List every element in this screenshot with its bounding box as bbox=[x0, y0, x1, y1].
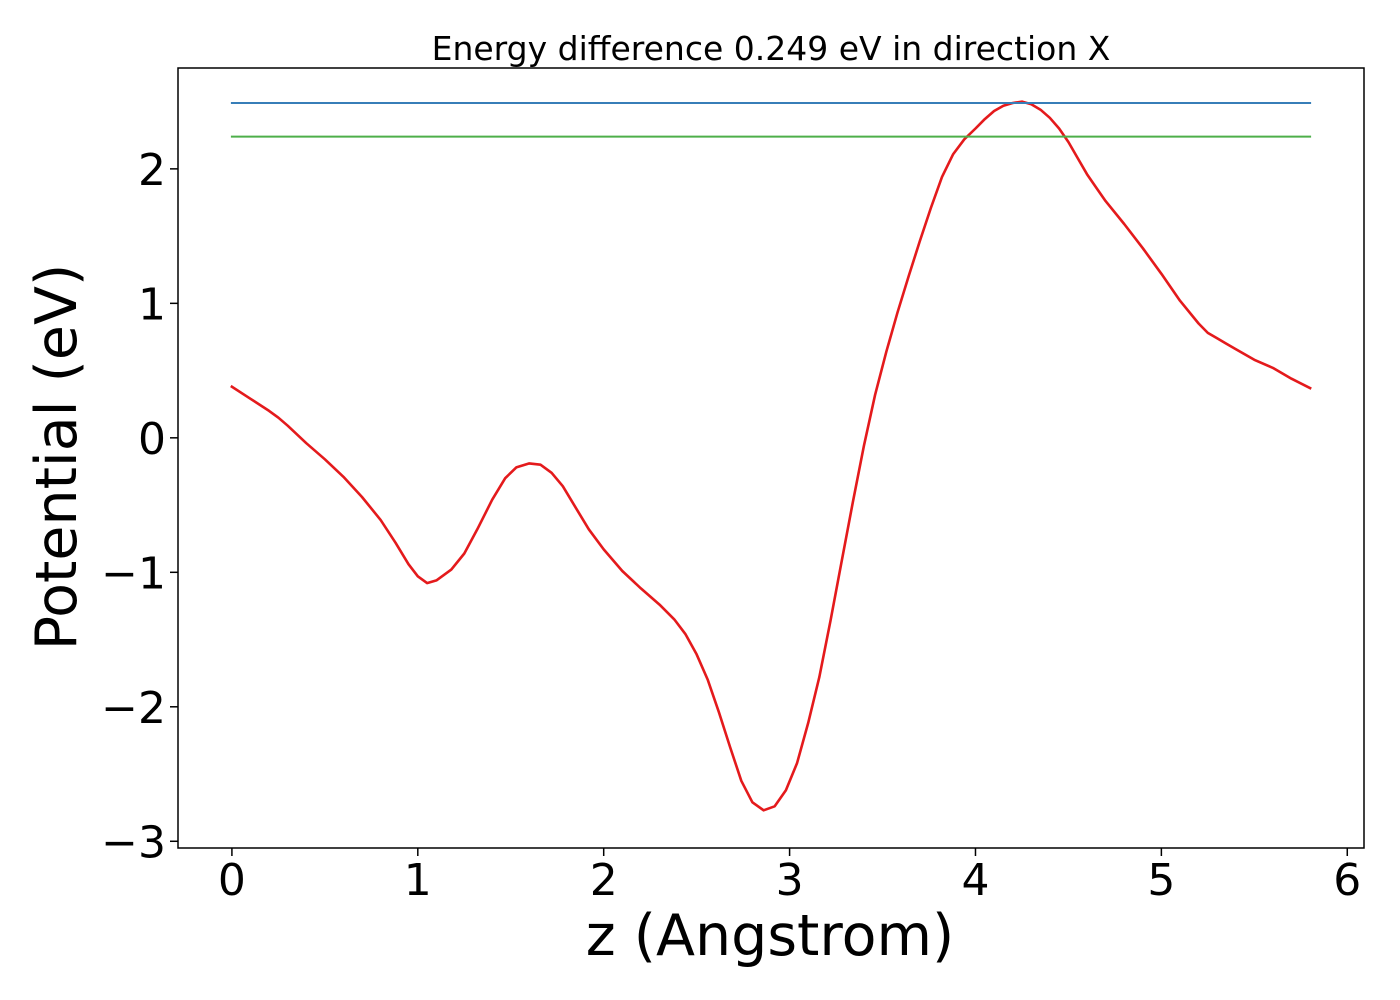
series-layer bbox=[230, 100, 1312, 812]
x-tick-label: 4 bbox=[961, 855, 989, 906]
x-tick-label: 0 bbox=[218, 855, 246, 906]
x-tick-label: 2 bbox=[590, 855, 618, 906]
x-tick-label: 5 bbox=[1147, 855, 1175, 906]
potential-curve bbox=[230, 100, 1312, 812]
plot-area bbox=[177, 67, 1365, 849]
y-axis-label: Potential (eV) bbox=[24, 264, 90, 650]
y-tick-label: −1 bbox=[101, 548, 166, 599]
y-tick-label: 0 bbox=[138, 414, 166, 465]
x-tick-label: 6 bbox=[1333, 855, 1361, 906]
x-tick-label: 1 bbox=[404, 855, 432, 906]
y-tick-label: −3 bbox=[101, 817, 166, 868]
x-axis-label: z (Angstrom) bbox=[586, 903, 954, 969]
x-axis-ticks: 0 1 2 3 4 5 6 bbox=[218, 848, 1361, 906]
y-tick-label: 2 bbox=[138, 145, 166, 196]
chart-title: Energy difference 0.249 eV in direction … bbox=[432, 29, 1111, 68]
y-axis-ticks: −3 −2 −1 0 1 2 bbox=[101, 145, 178, 868]
x-tick-label: 3 bbox=[776, 855, 804, 906]
y-tick-label: −2 bbox=[101, 683, 166, 734]
axes-frame bbox=[177, 67, 1365, 849]
y-tick-label: 1 bbox=[138, 279, 166, 330]
